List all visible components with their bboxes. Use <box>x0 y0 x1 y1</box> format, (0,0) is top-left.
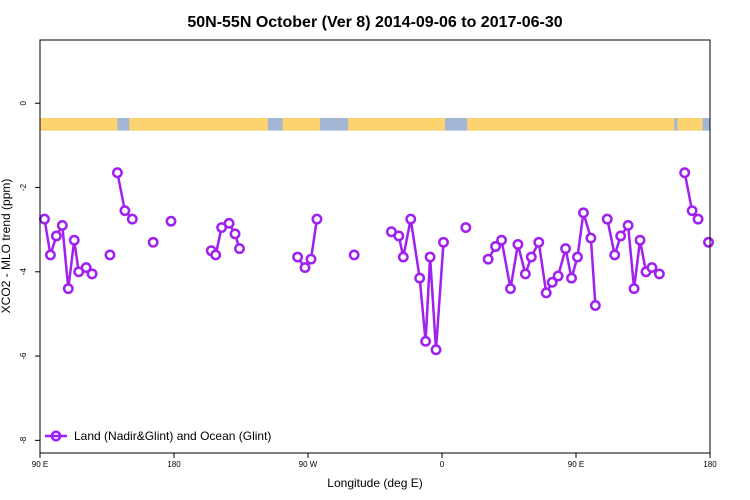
data-point <box>552 270 564 282</box>
data-point <box>299 262 311 274</box>
chart-title: 50N-55N October (Ver 8) 2014-09-06 to 20… <box>187 14 562 31</box>
data-point <box>566 272 577 284</box>
data-point <box>560 243 572 255</box>
data-point <box>703 236 714 248</box>
data-point <box>533 236 545 248</box>
data-point <box>44 249 56 261</box>
x-tick-label: 180 <box>167 460 181 469</box>
data-point <box>111 167 123 179</box>
y-tick-label: -6 <box>19 352 28 360</box>
land-ocean-strip <box>40 117 710 131</box>
data-point <box>80 262 92 274</box>
y-tick-label: -2 <box>19 183 28 191</box>
data-point <box>512 238 524 250</box>
data-point <box>646 262 658 274</box>
land-segment <box>467 117 675 131</box>
x-tick-label: 180 <box>703 460 717 469</box>
data-point <box>679 167 691 179</box>
data-point <box>601 213 613 225</box>
y-tick-label: 0 <box>19 100 28 105</box>
data-point <box>311 213 323 225</box>
y-axis-label: XCO2 - MLO trend (ppm) <box>0 179 13 314</box>
data-point <box>525 251 537 263</box>
data-point <box>50 230 62 242</box>
plot-frame <box>39 39 711 454</box>
data-point <box>165 215 177 227</box>
data-point <box>490 241 502 252</box>
data-point <box>397 251 409 263</box>
legend-label: Land (Nadir&Glint) and Ocean (Glint) <box>74 429 271 443</box>
data-point <box>519 268 531 280</box>
data-point <box>577 207 589 219</box>
data-point <box>86 268 98 280</box>
data-point <box>147 236 159 248</box>
data-point <box>210 249 222 261</box>
y-axis: 0 -2 -4 -6 -8 <box>19 100 40 444</box>
land-segment <box>348 117 445 131</box>
data-point <box>126 213 138 225</box>
data-point <box>234 243 245 255</box>
data-point <box>653 268 665 280</box>
data-point <box>56 219 68 231</box>
series-layer <box>39 167 714 356</box>
data-point <box>424 251 436 263</box>
data-point <box>634 234 646 246</box>
data-point <box>348 249 360 261</box>
x-tick-label: 0 <box>440 460 445 469</box>
data-point <box>585 232 597 244</box>
data-point <box>292 251 304 263</box>
y-tick-label: -8 <box>19 436 28 444</box>
data-point <box>628 283 640 295</box>
data-point <box>229 228 241 240</box>
data-point <box>540 287 552 299</box>
data-point <box>505 283 516 295</box>
data-point <box>589 300 601 311</box>
data-point <box>686 205 698 217</box>
data-point <box>68 234 80 246</box>
x-axis-label: Longitude (deg E) <box>327 476 422 490</box>
data-point <box>39 213 50 225</box>
land-segment <box>129 117 268 131</box>
land-segment <box>40 117 118 131</box>
data-point <box>393 230 405 242</box>
x-tick-label: 90 W <box>299 460 318 469</box>
data-point <box>546 276 558 288</box>
data-point <box>460 222 472 233</box>
data-point <box>104 249 116 261</box>
data-point <box>692 213 704 225</box>
land-segment <box>677 117 703 131</box>
data-point <box>305 253 317 265</box>
x-tick-label: 90 E <box>568 460 584 469</box>
data-point <box>223 217 235 229</box>
data-point <box>420 335 432 347</box>
data-point <box>572 251 583 263</box>
data-point <box>615 230 627 242</box>
data-point <box>62 283 74 295</box>
data-point <box>414 272 426 284</box>
x-tick-label: 90 E <box>32 460 48 469</box>
data-point <box>609 249 621 261</box>
legend-marker <box>50 430 62 442</box>
data-point <box>438 236 449 248</box>
data-point <box>496 234 508 246</box>
data-point <box>482 253 494 265</box>
y-tick-label: -4 <box>19 268 28 276</box>
data-point <box>119 205 131 217</box>
legend: Land (Nadir&Glint) and Ocean (Glint) <box>45 429 271 443</box>
data-point <box>405 213 417 225</box>
land-segment <box>282 117 320 131</box>
x-axis: 90 E 180 90 W 0 90 E 180 <box>32 453 717 469</box>
data-point <box>430 344 442 356</box>
data-point <box>622 219 634 231</box>
